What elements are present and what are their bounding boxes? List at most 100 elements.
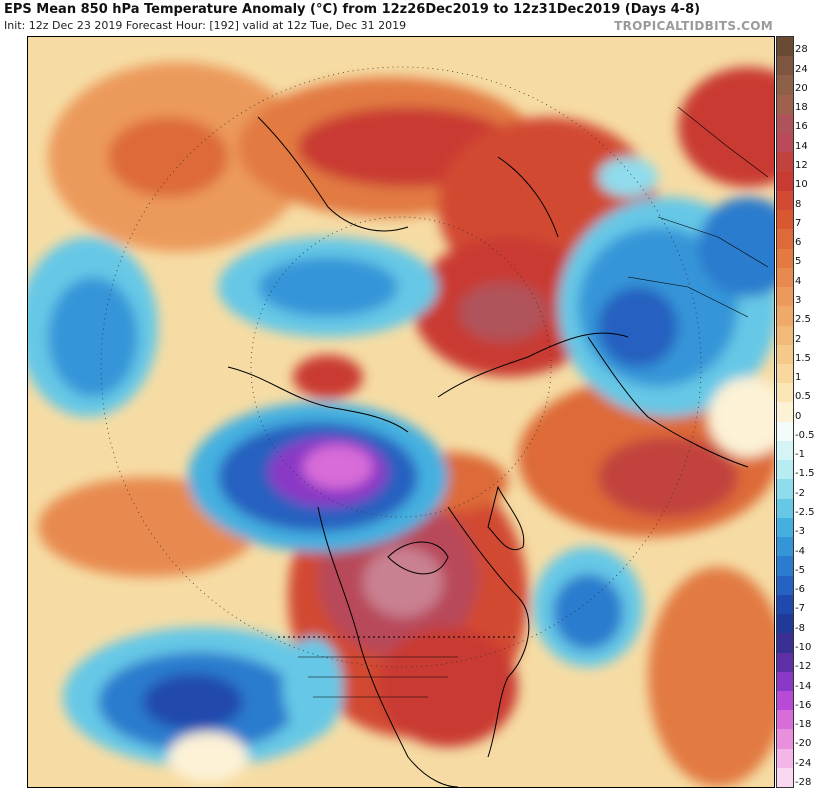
site-brand: TROPICALTIDBITS.COM — [614, 19, 773, 33]
anomaly-field-svg — [28, 37, 774, 787]
colorbar-swatch — [777, 287, 793, 307]
colorbar-tick-label: -24 — [795, 757, 812, 769]
warm-core — [458, 282, 548, 342]
warm-core — [598, 437, 738, 517]
colorbar-tick-label: -2 — [795, 487, 805, 499]
cool-core — [698, 197, 774, 297]
colorbar-swatch — [777, 690, 793, 711]
cool-core — [598, 287, 678, 367]
coastline-greenland — [487, 485, 525, 550]
coastline-eurasia-north — [437, 332, 629, 398]
colorbar-tick-label: 14 — [795, 140, 808, 152]
colorbar-swatch — [777, 671, 793, 691]
colorbar-swatch — [777, 152, 793, 172]
colorbar-tick-label: -10 — [795, 642, 812, 653]
state-borders — [298, 656, 458, 698]
colorbar-tick-label: -16 — [795, 699, 812, 711]
colorbar-tick-label: -7 — [795, 603, 805, 615]
coastline-asia — [257, 116, 409, 232]
colorbar-tick-label: 2.5 — [795, 314, 811, 326]
cool-core — [553, 574, 623, 650]
colorbar-swatch — [777, 537, 793, 557]
colorbar-tick-label: 7 — [795, 217, 802, 229]
colorbar-swatch — [777, 113, 793, 134]
colorbar-swatch — [777, 171, 793, 191]
cold-max — [303, 445, 373, 489]
warm-max — [363, 547, 443, 617]
colorbar-swatch — [777, 229, 793, 249]
warm-region — [678, 67, 774, 187]
colorbar-swatch — [777, 594, 793, 615]
coastlines — [227, 106, 769, 787]
colorbar-swatch — [777, 133, 793, 153]
colorbar-tick-label: -20 — [795, 738, 812, 750]
colorbar-tick-label: 24 — [795, 63, 808, 75]
colorbar-tick-label: 1 — [795, 372, 802, 384]
warm-core — [108, 117, 228, 197]
cool-core — [258, 257, 398, 317]
colorbar-tick-label: 1.5 — [795, 352, 811, 364]
colorbar-swatch — [777, 767, 793, 788]
warm-region — [648, 567, 774, 787]
colorbar-swatch — [777, 190, 793, 211]
colorbar-swatch — [777, 748, 793, 768]
anomaly-map — [27, 36, 775, 788]
colorbar-tick-label: 6 — [795, 237, 802, 249]
colorbar-tick-label: -1.5 — [795, 468, 815, 480]
colorbar-tick-label: 10 — [795, 179, 808, 191]
colorbar-tick-label: 2 — [795, 333, 802, 345]
cool-region — [598, 157, 658, 197]
cool-region — [283, 637, 343, 737]
colorbar-tick-label: 5 — [795, 256, 802, 268]
colorbar-tick-label: 20 — [795, 82, 808, 94]
colorbar-swatch — [777, 460, 793, 480]
country-borders — [627, 106, 769, 318]
neutral-region — [708, 377, 774, 457]
colorbar-tick-label: 0 — [795, 410, 802, 422]
cool-core — [143, 674, 243, 730]
colorbar-swatch — [777, 556, 793, 576]
colorbar-swatch — [777, 498, 793, 518]
colorbar-tick-label: -6 — [795, 584, 805, 596]
latitude-circle — [250, 216, 552, 518]
colorbar-swatch — [777, 248, 793, 268]
colorbar-tick-label: -3 — [795, 526, 805, 538]
coastline-siberia — [227, 366, 409, 433]
colorbar-swatch — [777, 402, 793, 422]
colorbar-tick-label: 12 — [795, 159, 808, 171]
map-title: EPS Mean 850 hPa Temperature Anomaly (°C… — [4, 2, 701, 17]
colorbar-swatch — [777, 37, 793, 57]
neutral-region — [168, 732, 248, 782]
coastline-na-east — [447, 506, 530, 758]
colorbar-swatch — [777, 729, 793, 749]
colorbar-tick-label: 4 — [795, 275, 802, 287]
colorbar-tick-label: -1 — [795, 449, 805, 461]
coastline-arabia — [497, 156, 559, 238]
colorbar-swatch — [777, 633, 793, 653]
colorbar-tick-label: -8 — [795, 622, 805, 634]
colorbar-swatch — [777, 75, 793, 95]
forecast-info: Init: 12z Dec 23 2019 Forecast Hour: [19… — [4, 19, 407, 32]
colorbar-swatch — [777, 210, 793, 230]
colorbar-tick-label: 28 — [795, 44, 808, 56]
colorbar-swatch — [777, 479, 793, 499]
colorbar-tick-label: -2.5 — [795, 507, 815, 519]
colorbar-tick-label: -28 — [795, 776, 812, 788]
colorbar-tick-label: -12 — [795, 661, 812, 673]
colorbar-tick-label: 8 — [795, 198, 802, 210]
colorbar-swatch — [777, 652, 793, 672]
colorbar-swatch — [777, 614, 793, 634]
colorbar-tick-label: 18 — [795, 102, 808, 114]
coastline-europe — [587, 336, 749, 468]
colorbar-tick-label: -4 — [795, 545, 805, 557]
colorbar-tick-label: -14 — [795, 680, 812, 692]
warm-core — [293, 355, 363, 399]
colorbar-swatch — [777, 325, 793, 345]
colorbar-tick-label: -18 — [795, 719, 812, 731]
colorbar-tick-label: -0.5 — [795, 429, 815, 441]
colorbar-tick-label: 0.5 — [795, 391, 811, 403]
cool-core — [48, 277, 138, 397]
colorbar-swatch — [777, 710, 793, 730]
colorbar-swatch — [777, 344, 793, 364]
colorbar-swatch — [777, 440, 793, 461]
